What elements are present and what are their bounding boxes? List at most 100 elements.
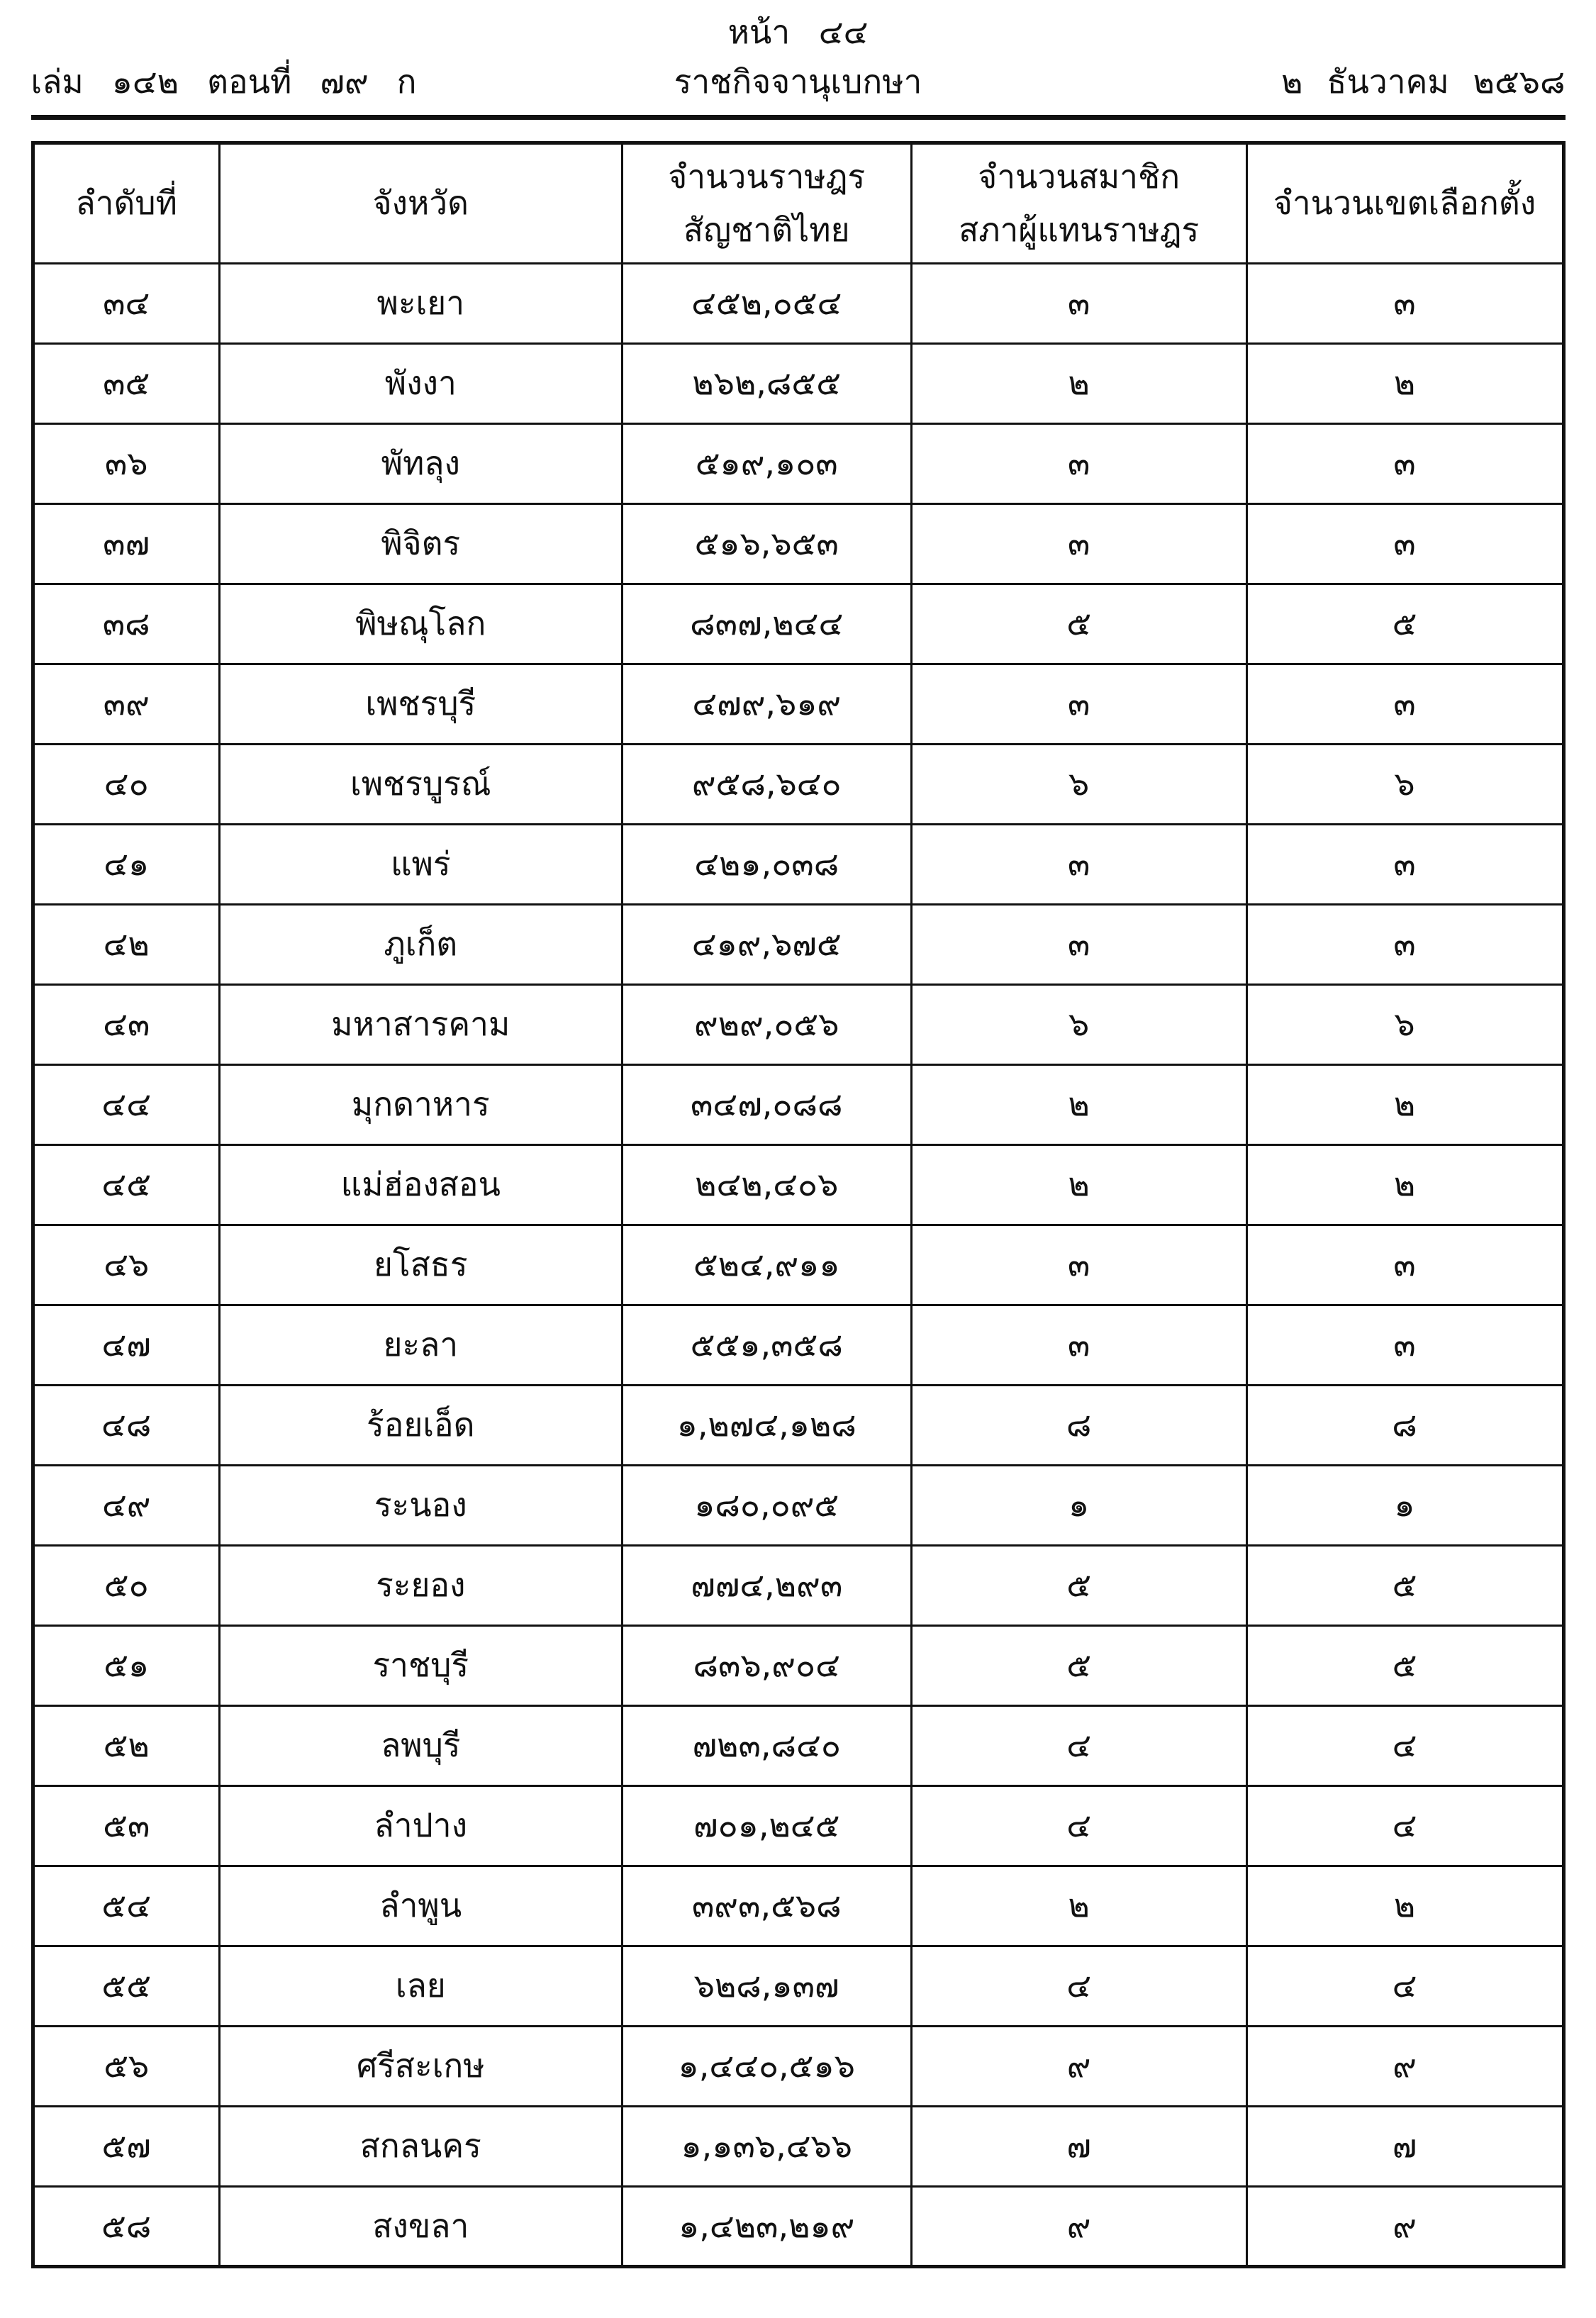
table-row: ๔๗ ยะลา ๕๕๑,๓๕๘๓๓ (31, 1303, 1565, 1386)
table-row: ๕๔ ลำพูน ๓๙๓,๕๖๘๒๒ (31, 1864, 1565, 1947)
cell-districts: ๗ (1245, 2105, 1565, 2188)
cell-province: เพชรบูรณ์ (218, 742, 623, 825)
table-row: ๕๓ ลำปาง ๗๐๑,๒๔๕๔๔ (31, 1784, 1565, 1867)
table-row: ๔๐ เพชรบูรณ์ ๙๕๘,๖๔๐๖๖ (31, 742, 1565, 825)
cell-province: ศรีสะเกษ (218, 2024, 623, 2107)
column-header-line: จำนวนสมาชิก (978, 157, 1181, 196)
cell-districts: ๕ (1245, 1544, 1565, 1627)
cell-no: ๔๖ (31, 1223, 221, 1306)
column-header-line: จำนวนราษฎร (668, 157, 866, 196)
cell-province: ยะลา (218, 1303, 623, 1386)
cell-no: ๔๔ (31, 1063, 221, 1146)
volume-part-info: เล่ม ๑๔๒ ตอนที่ ๗๙ ก (31, 61, 417, 104)
cell-population: ๗๐๑,๒๔๕ (620, 1784, 913, 1867)
table-row: ๓๕ พังงา ๒๖๒,๘๕๕๒๒ (31, 342, 1565, 425)
cell-province: แม่ฮ่องสอน (218, 1143, 623, 1226)
cell-population: ๔๑๙,๖๗๕ (620, 903, 913, 986)
cell-province: มุกดาหาร (218, 1063, 623, 1146)
cell-districts: ๒ (1245, 1063, 1565, 1146)
cell-districts: ๓ (1245, 1303, 1565, 1386)
cell-districts: ๓ (1245, 1223, 1565, 1306)
column-header: จำนวนราษฎรสัญชาติไทย (620, 141, 913, 264)
cell-districts: ๔ (1245, 1944, 1565, 2027)
column-header-line: จำนวนเขตเลือกตั้ง (1273, 184, 1536, 223)
cell-members: ๓ (910, 262, 1248, 345)
table-row: ๓๗ พิจิตร ๕๑๖,๖๕๓๓๓ (31, 502, 1565, 585)
cell-province: ยโสธร (218, 1223, 623, 1306)
cell-no: ๓๘ (31, 582, 221, 665)
cell-no: ๔๐ (31, 742, 221, 825)
cell-members: ๔ (910, 1784, 1248, 1867)
cell-population: ๑๘๐,๐๙๕ (620, 1464, 913, 1547)
part-word: ตอนที่ (207, 62, 292, 101)
cell-province: พัทลุง (218, 422, 623, 505)
table-body: ๓๔ พะเยา ๔๕๒,๐๕๔๓๓๓๕ พังงา ๒๖๒,๘๕๕๒๒๓๖ พัทลุง… (31, 262, 1565, 2268)
cell-members: ๙ (910, 2024, 1248, 2107)
gazette-title: ราชกิจจานุเบกษา (674, 62, 922, 101)
cell-province: เพชรบุรี (218, 662, 623, 745)
cell-population: ๕๕๑,๓๕๘ (620, 1303, 913, 1386)
page-number: ๔๔ (818, 13, 869, 51)
column-header-line: สัญชาติไทย (683, 210, 850, 249)
page-word: หน้า (727, 13, 791, 51)
cell-population: ๑,๑๓๖,๔๖๖ (620, 2105, 913, 2188)
cell-no: ๔๓ (31, 983, 221, 1066)
table-row: ๕๐ ระยอง ๗๗๔,๒๙๓๕๕ (31, 1544, 1565, 1627)
date-day: ๒ (1281, 62, 1303, 101)
header-rule-divider (30, 114, 1566, 120)
cell-population: ๗๗๔,๒๙๓ (620, 1544, 913, 1627)
table-head: ลำดับที่ จังหวัด จำนวนราษฎร สัญชาติไทย จำนวน… (31, 141, 1565, 264)
cell-population: ๔๒๑,๐๓๘ (620, 823, 913, 906)
cell-no: ๕๔ (31, 1864, 221, 1947)
cell-members: ๓ (910, 1303, 1248, 1386)
cell-no: ๓๖ (31, 422, 221, 505)
volume-word: เล่ม (30, 62, 84, 101)
cell-population: ๗๒๓,๘๔๐ (620, 1704, 913, 1787)
cell-members: ๓ (910, 422, 1248, 505)
cell-population: ๒๖๒,๘๕๕ (620, 342, 913, 425)
cell-population: ๖๒๘,๑๓๗ (620, 1944, 913, 2027)
cell-no: ๕๑ (31, 1624, 221, 1707)
cell-no: ๕๗ (31, 2105, 221, 2188)
date-year: ๒๕๖๘ (1473, 62, 1566, 101)
column-header-line: ลำดับที่ (75, 184, 177, 223)
cell-districts: ๓ (1245, 823, 1565, 906)
table-row: ๔๕ แม่ฮ่องสอน ๒๔๒,๔๐๖๒๒ (31, 1143, 1565, 1226)
cell-population: ๘๓๖,๙๐๔ (620, 1624, 913, 1707)
table-row: ๔๙ ระนอง ๑๘๐,๐๙๕๑๑ (31, 1464, 1565, 1547)
table-row: ๓๘ พิษณุโลก ๘๓๗,๒๔๔๕๕ (31, 582, 1565, 665)
cell-province: เลย (218, 1944, 623, 2027)
cell-members: ๒ (910, 1063, 1248, 1146)
cell-districts: ๖ (1245, 742, 1565, 825)
date-month: ธันวาคม (1327, 62, 1449, 101)
cell-members: ๘ (910, 1383, 1248, 1466)
part-number: ๗๙ (320, 62, 369, 101)
column-header: จำนวนสมาชิก สภาผู้แทนราษฎร (910, 141, 1248, 264)
cell-members: ๒ (910, 1864, 1248, 1947)
cell-members: ๑ (910, 1464, 1248, 1547)
cell-population: ๔๗๙,๖๑๙ (620, 662, 913, 745)
cell-districts: ๙ (1245, 2185, 1565, 2268)
cell-population: ๙๕๘,๖๔๐ (620, 742, 913, 825)
cell-population: ๕๑๖,๖๕๓ (620, 502, 913, 585)
table-row: ๕๒ ลพบุรี ๗๒๓,๘๔๐๔๔ (31, 1704, 1565, 1787)
cell-districts: ๔ (1245, 1784, 1565, 1867)
table-row: ๔๖ ยโสธร ๕๒๔,๙๑๑๓๓ (31, 1223, 1565, 1306)
cell-population: ๑,๔๔๐,๕๑๖ (620, 2024, 913, 2107)
cell-members: ๒ (910, 342, 1248, 425)
cell-no: ๔๕ (31, 1143, 221, 1226)
table-row: ๕๖ ศรีสะเกษ ๑,๔๔๐,๕๑๖๙๙ (31, 2024, 1565, 2107)
masthead: เล่ม ๑๔๒ ตอนที่ ๗๙ ก ราชกิจจานุเบกษา ๒ ธ… (31, 61, 1566, 104)
cell-members: ๓ (910, 823, 1248, 906)
cell-no: ๔๙ (31, 1464, 221, 1547)
cell-members: ๖ (910, 983, 1248, 1066)
cell-no: ๔๒ (31, 903, 221, 986)
cell-members: ๙ (910, 2185, 1248, 2268)
cell-province: ลำปาง (218, 1784, 623, 1867)
cell-members: ๕ (910, 1624, 1248, 1707)
cell-province: สงขลา (218, 2185, 623, 2268)
cell-districts: ๕ (1245, 582, 1565, 665)
cell-population: ๒๔๒,๔๐๖ (620, 1143, 913, 1226)
cell-no: ๔๑ (31, 823, 221, 906)
